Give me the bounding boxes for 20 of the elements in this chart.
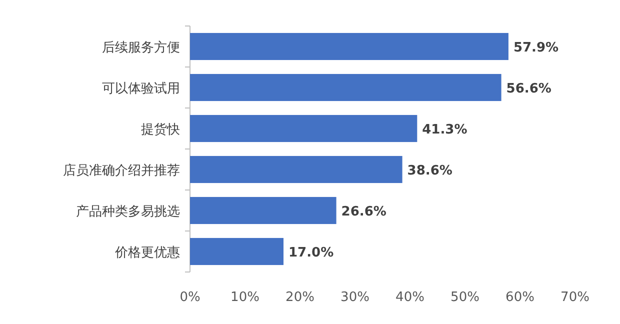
- data-label: 17.0%: [288, 246, 334, 260]
- x-tick-label: 20%: [286, 290, 314, 305]
- data-label: 26.6%: [341, 204, 386, 220]
- y-tick-label: 后续服务方便: [102, 40, 180, 56]
- x-tick-label: 60%: [506, 290, 534, 305]
- y-tick-label: 价格更优惠: [114, 246, 180, 260]
- x-tick-label: 40%: [396, 290, 424, 305]
- y-tick-label: 可以体验试用: [102, 82, 180, 96]
- x-tick-label: 0%: [180, 290, 200, 305]
- x-tick-label: 30%: [340, 290, 370, 305]
- x-tick-label: 70%: [560, 290, 590, 305]
- data-label: 57.9%: [513, 40, 559, 56]
- data-label: 56.6%: [506, 82, 552, 96]
- x-tick-label: 50%: [450, 290, 480, 305]
- y-tick-label: 产品种类多易挑选: [76, 204, 180, 220]
- y-tick-label: 提货快: [141, 122, 180, 138]
- y-tick-label: 店员准确介绍并推荐: [63, 162, 180, 178]
- data-label: 38.6%: [407, 164, 452, 178]
- x-tick-label: 10%: [230, 290, 260, 305]
- data-label: 41.3%: [422, 122, 468, 138]
